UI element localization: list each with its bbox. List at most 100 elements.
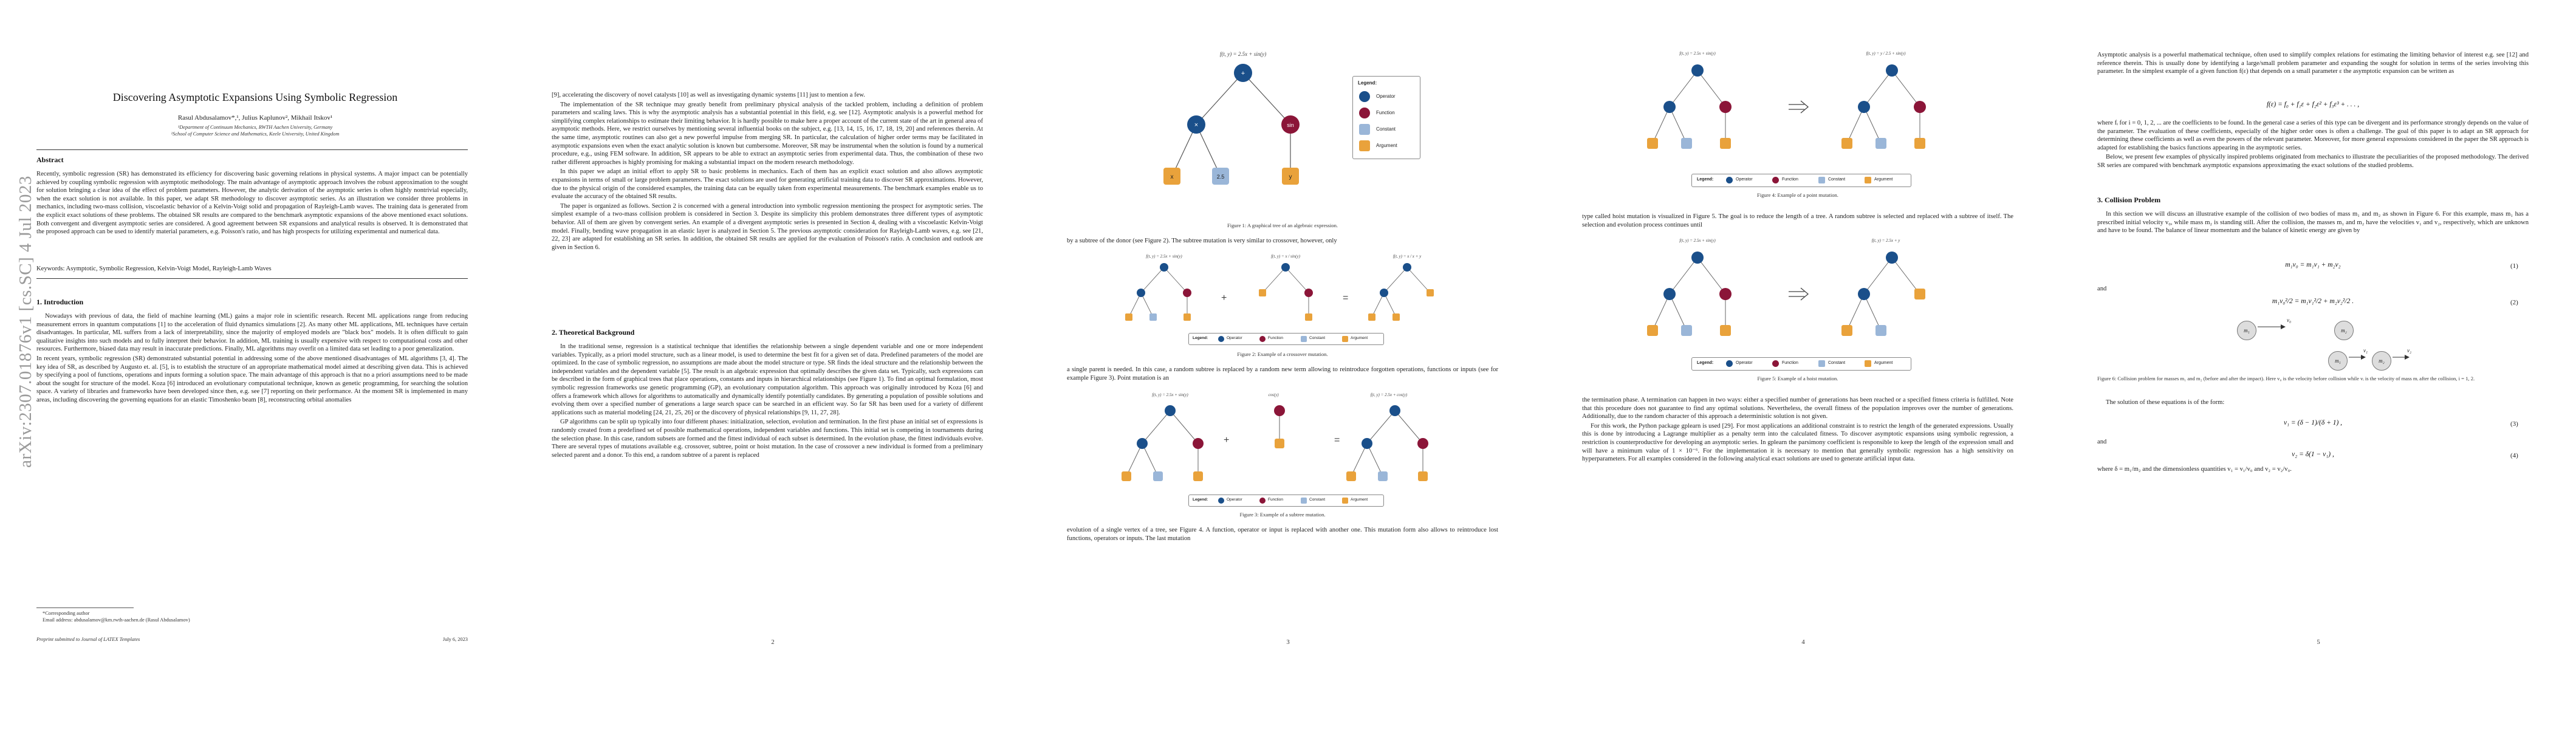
page-number: 2 (771, 639, 775, 646)
equation-3: v₁ = (δ − 1)/(δ + 1) , (2283, 419, 2343, 426)
page4-text-2: the termination phase. A termination can… (1582, 396, 2013, 560)
node-operator (1858, 101, 1870, 113)
page4-text-1: type called hoist mutation is visualized… (1582, 213, 2013, 231)
legend-constant: Constant (1309, 336, 1326, 340)
fig1-legend: Legend: Operator Function Constant Argum… (1352, 76, 1420, 159)
footnote-email: Email address: abdusalamov@km.rwth-aache… (43, 617, 190, 623)
equation-1: m₁v₀ = m₁v₁ + m₂v₂ (2285, 261, 2341, 269)
label-v0: v₀ (2287, 317, 2292, 323)
node-operator (1663, 288, 1676, 300)
node-function (1274, 405, 1285, 416)
node-argument (1841, 325, 1852, 336)
node-argument (1122, 471, 1131, 481)
label-v2: v₂ (2407, 347, 2412, 354)
p2-paragraph-6: GP algorithms can be split up typically … (552, 419, 983, 459)
node-label: 2.5 (1217, 174, 1225, 180)
node-function (1281, 115, 1300, 134)
mass-1-before: m₁ (2237, 321, 2256, 340)
abstract-top-rule (36, 149, 468, 150)
fig4-expr-1: f(t, y) = 2.5x + sin(y) (1679, 51, 1716, 56)
page5-text-2: where fᵢ for i = 0, 1, 2, ... are the co… (2097, 119, 2529, 186)
fig1-caption: Figure 1: A graphical tree of an algebra… (1227, 222, 1338, 228)
p4-paragraph-1: type called hoist mutation is visualized… (1582, 213, 2013, 228)
node-constant (1149, 313, 1157, 321)
node-operator (1380, 289, 1388, 297)
fig2-caption: Figure 2: Example of a crossover mutatio… (1237, 351, 1328, 357)
fig2-trees (1125, 263, 1434, 321)
legend-function: Function (1268, 336, 1283, 340)
node-argument (1125, 313, 1132, 321)
node-operator (1362, 438, 1372, 449)
equals-symbol: = (1343, 293, 1349, 303)
legend-title: Legend: (1193, 336, 1208, 340)
page3-text-2: a single parent is needed. In this case,… (1067, 366, 1498, 384)
node-operator (1858, 288, 1870, 300)
fig1-expression: f(t, y) = 2.5x + sin(y) (1219, 51, 1267, 57)
p2-paragraph-1: [9], accelerating the discovery of novel… (552, 92, 865, 98)
node-constant (1681, 138, 1692, 149)
p4-paragraph-2: the termination phase. A termination can… (1582, 397, 2013, 420)
velocity-arrow-v2 (2393, 355, 2410, 360)
equation-4-number: (4) (2510, 452, 2518, 459)
intro-heading: 1. Introduction (36, 298, 84, 306)
legend-argument: Argument (1351, 498, 1368, 502)
node-function (1417, 438, 1428, 449)
node-function (1193, 438, 1204, 449)
legend-constant: Constant (1376, 126, 1396, 132)
p5-paragraph-1: Asymptotic analysis is a powerful mathem… (2097, 52, 2529, 75)
fig5-legend: Legend: Operator Function Constant Argum… (1691, 357, 1911, 371)
page3-text-1: by a subtree of the donor (see Figure 2)… (1067, 237, 1498, 247)
mass-2-before: m₂ (2334, 321, 2354, 340)
equation-2: m₁v₀²/2 = m₁v₁²/2 + m₂v₂²/2 . (2272, 298, 2354, 305)
page-number: 4 (1801, 639, 1805, 646)
fig4-trees (1647, 64, 1926, 149)
node-label: sin (1287, 122, 1294, 128)
node-operator (1389, 405, 1400, 416)
legend-operator-swatch (1726, 177, 1733, 183)
legend-function: Function (1376, 110, 1395, 115)
intro-paragraph-1: Nowadays with previous of data, the fiel… (36, 313, 468, 353)
legend-operator-swatch (1218, 498, 1224, 504)
p2-paragraph-2: The implementation of the SR technique m… (552, 101, 983, 166)
p2-paragraph-5: In the traditional sense, regression is … (552, 343, 983, 416)
legend-operator: Operator (1736, 361, 1753, 365)
page5-text-3: In this section we will discuss an illus… (2097, 210, 2529, 254)
abstract-text: Recently, symbolic regression (SR) has d… (36, 170, 468, 261)
fig2-expr-1: f(t, y) = 2.5x + sin(y) (1146, 254, 1182, 259)
legend-argument-swatch (1342, 498, 1348, 504)
node-operator (1137, 438, 1148, 449)
paper-title: Discovering Asymptotic Expansions Using … (112, 91, 398, 103)
legend-constant-swatch (1301, 336, 1307, 342)
legend-operator-swatch (1359, 91, 1370, 102)
page2-text-top: [9], accelerating the discovery of novel… (552, 91, 983, 320)
p5-paragraph-4: In this section we will discuss an illus… (2097, 211, 2529, 234)
node-operator (1691, 252, 1704, 264)
p3-paragraph-2: a single parent is needed. In this case,… (1067, 366, 1498, 382)
affiliation-2: ²School of Computer Science and Mathemat… (171, 131, 340, 137)
p3-paragraph-1: by a subtree of the donor (see Figure 2)… (1067, 238, 1337, 244)
node-argument (1193, 471, 1203, 481)
fig1-tree: + × sin x 2.5 y (1163, 64, 1300, 185)
node-constant (1875, 138, 1886, 149)
arxiv-stamp: arXiv:2307.01876v1 [cs.SC] 4 Jul 2023 (16, 176, 35, 468)
p3-paragraph-3: evolution of a single vertex of a tree, … (1067, 527, 1498, 542)
equation-4: v₂ = δ(1 − v₁) , (2292, 451, 2334, 458)
fig5-expr-2: f(t, y) = 2.5x + y (1871, 238, 1900, 243)
and-text: and (2097, 286, 2107, 292)
p5-paragraph-3: Below, we present few examples of physic… (2097, 154, 2529, 169)
legend-function: Function (1782, 177, 1798, 182)
legend-argument: Argument (1874, 177, 1893, 182)
node-operator (1691, 64, 1704, 77)
arrow-icon (1789, 287, 1809, 301)
fig4-caption: Figure 4: Example of a point mutation. (1757, 192, 1838, 198)
node-argument (1914, 289, 1925, 299)
node-argument (1305, 313, 1312, 321)
legend-function-swatch (1772, 177, 1779, 183)
fig5-trees (1647, 252, 1925, 336)
legend-function-swatch (1359, 108, 1370, 118)
fig6-caption: Figure 6: Collision problem for masses m… (2097, 375, 2475, 382)
equation-1-number: (1) (2510, 262, 2518, 270)
node-operator (1234, 64, 1252, 82)
legend-argument: Argument (1874, 361, 1893, 365)
node-operator (1160, 263, 1168, 272)
